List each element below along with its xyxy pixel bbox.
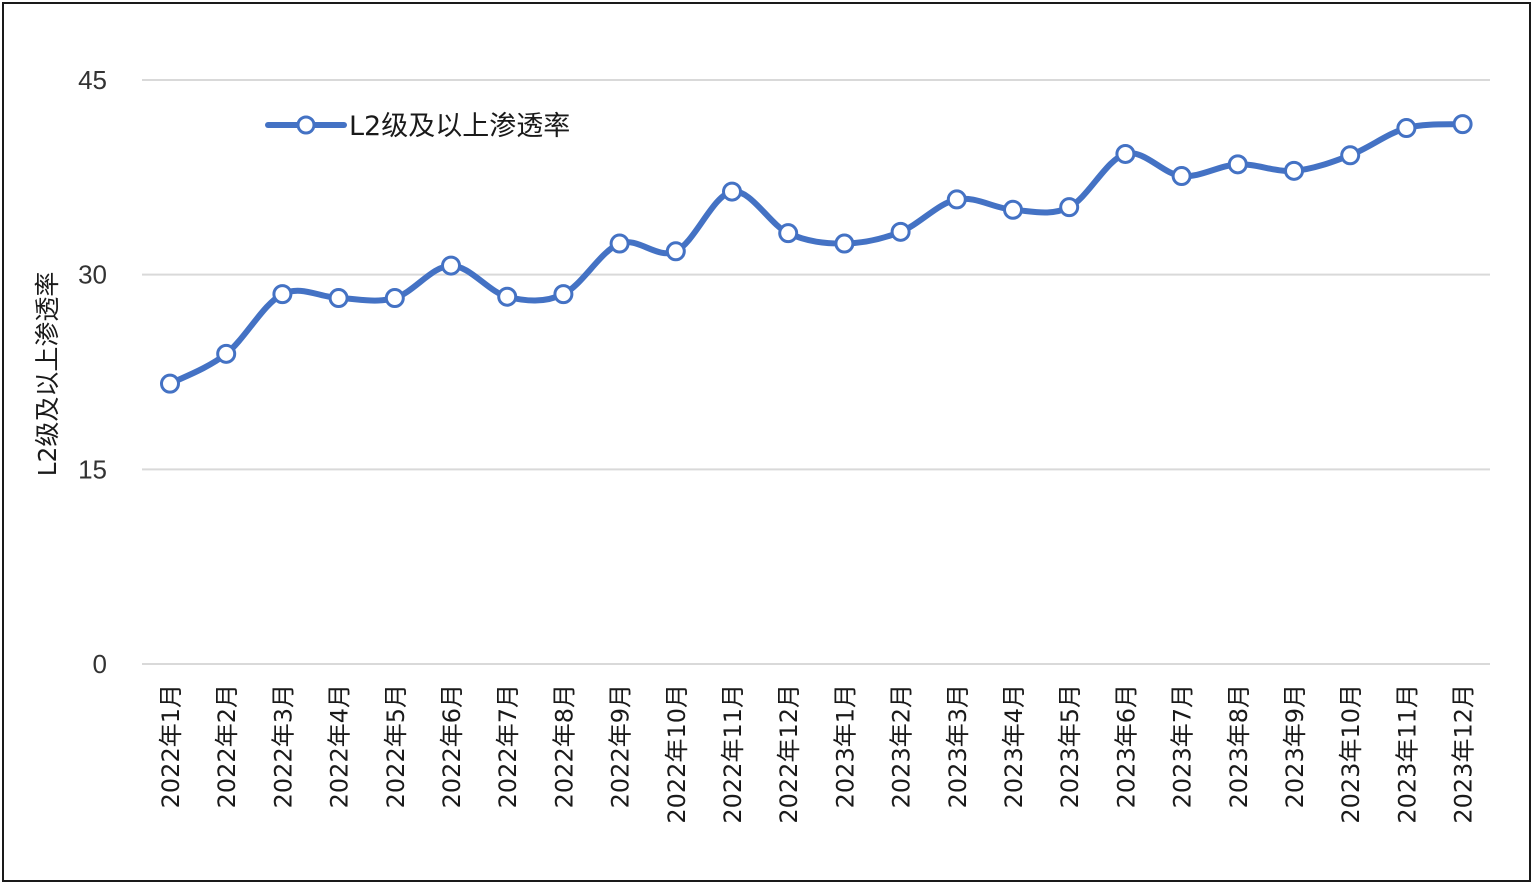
data-point — [834, 233, 855, 254]
data-point — [328, 288, 349, 309]
y-tick-label: 45 — [78, 65, 107, 95]
series-layer — [160, 114, 1473, 394]
legend-marker — [296, 115, 316, 135]
y-axis-ticks: 0 15 30 45 — [78, 65, 107, 679]
x-tick-label: 2022年6月 — [438, 684, 466, 808]
x-tick-label: 2022年9月 — [607, 684, 635, 808]
x-axis-ticks: 2022年1月 2022年2月 2022年3月 2022年4月 2022年5月 2022年… — [157, 684, 1478, 824]
data-point — [272, 284, 293, 305]
data-point — [1003, 199, 1023, 220]
data-point — [1059, 197, 1080, 218]
x-tick-label: 2022年3月 — [269, 684, 297, 808]
data-point — [1452, 114, 1473, 135]
x-tick-label: 2023年1月 — [831, 684, 859, 808]
x-tick-label: 2022年8月 — [550, 684, 578, 808]
x-tick-label: 2023年5月 — [1056, 684, 1084, 808]
x-tick-label: 2023年7月 — [1169, 684, 1197, 808]
x-tick-label: 2023年6月 — [1112, 684, 1140, 808]
data-point — [160, 373, 180, 394]
x-tick-label: 2022年7月 — [494, 684, 522, 808]
x-tick-label: 2022年5月 — [382, 684, 410, 808]
data-point — [1115, 143, 1136, 164]
series-line — [167, 121, 1466, 387]
x-tick-label: 2023年9月 — [1281, 684, 1309, 808]
data-point — [1284, 160, 1304, 181]
data-point — [778, 223, 799, 244]
data-point — [609, 233, 630, 254]
data-point — [1227, 154, 1248, 175]
x-tick-label: 2023年11月 — [1393, 684, 1421, 824]
y-tick-label: 0 — [93, 649, 107, 679]
y-tick-label: 15 — [78, 454, 107, 484]
x-tick-label: 2022年2月 — [213, 684, 241, 808]
legend: L2级及以上渗透率 — [265, 111, 570, 142]
data-point — [384, 288, 405, 309]
y-tick-label: 30 — [78, 260, 107, 290]
data-point — [890, 221, 911, 242]
data-point — [1396, 118, 1417, 139]
x-tick-label: 2023年3月 — [944, 684, 972, 808]
data-point — [497, 286, 518, 307]
data-point — [1340, 145, 1361, 166]
x-tick-label: 2023年12月 — [1450, 684, 1478, 824]
gridlines — [142, 79, 1490, 665]
data-point — [1171, 166, 1192, 187]
x-tick-label: 2022年10月 — [663, 684, 691, 824]
x-tick-label: 2022年11月 — [719, 684, 747, 824]
data-point — [665, 241, 686, 262]
x-tick-label: 2023年4月 — [1000, 684, 1028, 808]
x-tick-label: 2023年10月 — [1337, 684, 1365, 824]
y-axis-title: L2级及以上渗透率 — [33, 272, 62, 477]
legend-label: L2级及以上渗透率 — [349, 111, 570, 142]
x-tick-label: 2023年8月 — [1225, 684, 1253, 808]
x-tick-label: 2023年2月 — [888, 684, 916, 808]
x-tick-label: 2022年1月 — [157, 684, 185, 808]
data-point — [553, 284, 574, 305]
data-point — [216, 343, 237, 364]
x-tick-label: 2022年4月 — [326, 684, 354, 808]
x-tick-label: 2022年12月 — [775, 684, 803, 824]
data-point — [441, 255, 461, 276]
data-point — [722, 181, 742, 202]
data-point — [946, 189, 967, 210]
